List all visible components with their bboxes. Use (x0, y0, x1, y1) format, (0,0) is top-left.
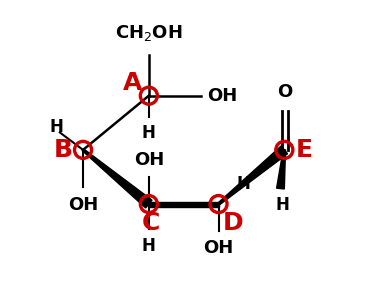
Text: C: C (142, 211, 160, 235)
Text: OH: OH (68, 196, 98, 214)
Text: O: O (277, 84, 292, 102)
Text: H: H (49, 118, 63, 136)
Text: H: H (276, 196, 289, 214)
Text: H: H (142, 124, 156, 142)
Polygon shape (82, 149, 152, 208)
Text: D: D (223, 211, 244, 235)
Polygon shape (277, 150, 285, 189)
Text: OH: OH (134, 151, 164, 169)
Text: CH$_2$OH: CH$_2$OH (115, 23, 183, 44)
Text: E: E (296, 138, 313, 162)
Polygon shape (218, 146, 288, 205)
Text: H: H (142, 237, 156, 255)
Text: B: B (53, 138, 72, 162)
Text: OH: OH (204, 239, 234, 257)
Text: A: A (123, 71, 142, 95)
Text: H: H (237, 175, 251, 193)
Text: OH: OH (207, 87, 237, 105)
Polygon shape (149, 201, 219, 206)
